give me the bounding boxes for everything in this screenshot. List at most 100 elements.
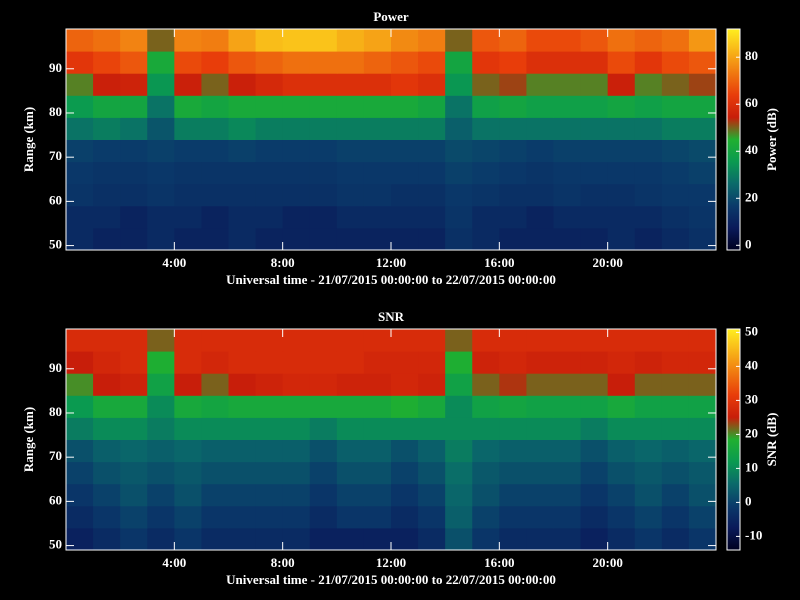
heat-cell (661, 117, 690, 140)
heat-cell (688, 483, 717, 507)
heat-cell (661, 329, 690, 352)
heat-cell (147, 439, 175, 463)
heat-cell (499, 161, 527, 185)
heat-cell (120, 139, 148, 163)
heat-cell (201, 395, 229, 418)
heat-cell (418, 417, 446, 440)
heat-cell (363, 329, 392, 352)
heat-cell (418, 117, 446, 140)
heat-cell (391, 95, 419, 118)
heat-cell (445, 117, 473, 140)
heat-cell (445, 139, 473, 163)
heat-cell (688, 395, 717, 418)
heat-cell (66, 139, 94, 163)
heat-cell (499, 439, 527, 463)
heat-cell (418, 373, 446, 396)
heat-cell (255, 505, 284, 529)
heat-cell (634, 505, 663, 529)
heat-cell (472, 527, 500, 551)
heat-cell (607, 483, 636, 507)
heat-cell (472, 73, 500, 96)
heat-cell (93, 51, 121, 74)
heat-cell (93, 329, 121, 352)
heat-cell (607, 183, 636, 207)
heat-cell (607, 117, 636, 140)
heat-cell (93, 461, 121, 485)
heat-cell (688, 373, 717, 396)
heat-cell (93, 351, 121, 374)
heat-cell (66, 439, 94, 463)
heat-cell (255, 161, 284, 185)
heat-cell (309, 29, 338, 52)
heat-cell (526, 117, 554, 140)
heat-cell (201, 461, 229, 485)
heat-cell (580, 483, 609, 507)
heat-cell (309, 161, 338, 185)
x-tick-label: 8:00 (271, 555, 295, 570)
heat-cell (688, 439, 717, 463)
heat-cell (255, 439, 284, 463)
colorbar (726, 28, 741, 251)
heat-cell (472, 205, 500, 229)
heat-cell (580, 205, 609, 229)
heat-cell (634, 527, 663, 551)
heat-cell (688, 227, 717, 251)
heat-cell (580, 461, 609, 485)
heat-cell (688, 205, 717, 229)
colorbar (726, 328, 741, 551)
heat-cell (580, 505, 609, 529)
heat-cell (66, 117, 94, 140)
heat-cell (336, 351, 365, 374)
heat-cell (147, 139, 175, 163)
heat-cell (472, 395, 500, 418)
heat-cell (228, 351, 257, 374)
heat-cell (607, 373, 636, 396)
heat-cell (553, 205, 582, 229)
heat-cell (526, 183, 554, 207)
heat-cell (607, 527, 636, 551)
heat-cell (688, 417, 717, 440)
heat-cell (580, 527, 609, 551)
heat-cell (201, 51, 229, 74)
heat-cell (228, 483, 257, 507)
heat-cell (201, 73, 229, 96)
heat-cell (580, 227, 609, 251)
heat-cell (445, 505, 473, 529)
heat-cell (309, 227, 338, 251)
heat-cell (418, 95, 446, 118)
heat-cell (228, 51, 257, 74)
heat-cell (282, 95, 311, 118)
y-tick-label: 60 (49, 192, 62, 207)
heat-cell (553, 51, 582, 74)
heat-cell (580, 417, 609, 440)
heat-cell (580, 139, 609, 163)
heat-cell (309, 329, 338, 352)
colorbar-tick-label: 60 (745, 95, 758, 110)
heat-cell (445, 527, 473, 551)
heat-cell (391, 183, 419, 207)
heat-cell (147, 351, 175, 374)
heat-cell (228, 329, 257, 352)
colorbar-tick-label: -10 (745, 527, 762, 542)
heat-cell (580, 183, 609, 207)
heat-cell (228, 29, 257, 52)
heat-cell (363, 461, 392, 485)
colorbar-tick-label: 20 (745, 189, 758, 204)
heat-cell (228, 505, 257, 529)
colorbar-tick-label: 50 (745, 323, 758, 338)
heat-cell (607, 461, 636, 485)
heat-cell (201, 373, 229, 396)
colorbar-label: Power (dB) (764, 108, 779, 171)
heat-cell (418, 483, 446, 507)
heat-cell (661, 395, 690, 418)
heat-cell (282, 329, 311, 352)
heat-cell (526, 483, 554, 507)
heat-cell (255, 95, 284, 118)
heat-cell (255, 139, 284, 163)
heat-cell (418, 139, 446, 163)
heat-cell (418, 439, 446, 463)
heat-cell (634, 329, 663, 352)
heat-cell (445, 95, 473, 118)
heat-cell (147, 73, 175, 96)
